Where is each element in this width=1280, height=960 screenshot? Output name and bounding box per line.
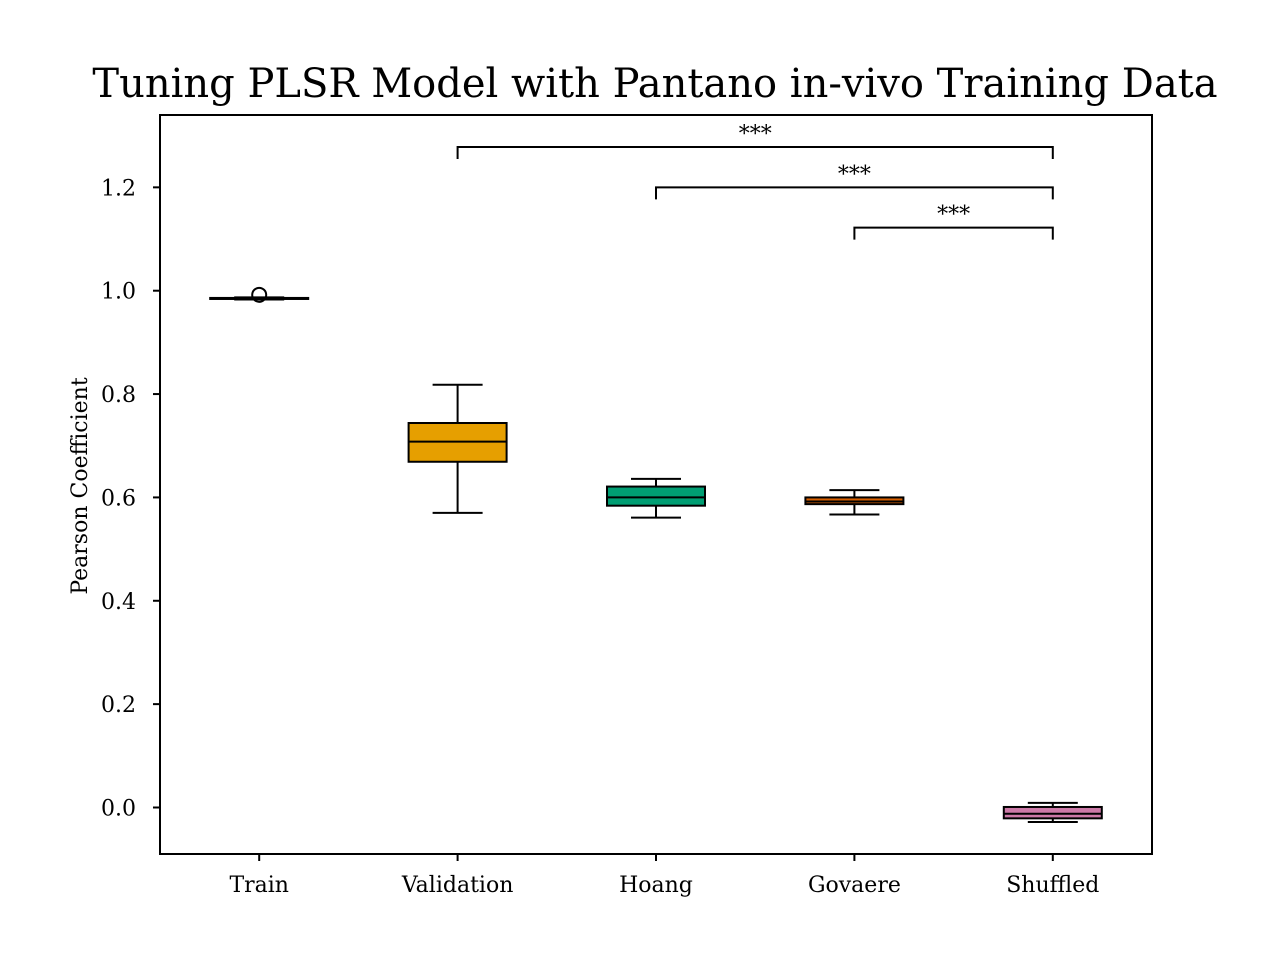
significance-bracket xyxy=(456,146,1054,160)
plot-frame xyxy=(159,114,1153,855)
x-tick-label: Hoang xyxy=(619,873,693,898)
significance-bracket xyxy=(655,186,1054,200)
significance-label: *** xyxy=(937,203,970,228)
y-axis-label: Pearson Coefficient xyxy=(68,377,93,594)
chart-title: Tuning PLSR Model with Pantano in-vivo T… xyxy=(92,61,1217,107)
x-tick-label: Govaere xyxy=(808,873,901,898)
y-tick-label: 1.0 xyxy=(101,280,136,305)
outlier-point xyxy=(251,286,268,303)
y-tick-label: 1.2 xyxy=(101,176,136,201)
plot-area: 0.0 0.2 0.4 0.6 0.8 1.0 1.2 Train Validation Hoan… xyxy=(101,122,1103,898)
y-tick-label: 0.2 xyxy=(101,693,136,718)
x-tick-label: Train xyxy=(229,873,289,898)
box-shuffled xyxy=(1002,805,1103,820)
y-tick-label: 0.4 xyxy=(101,590,136,615)
significance-label: *** xyxy=(739,122,772,147)
x-tick-label: Validation xyxy=(401,873,514,898)
y-tick-label: 0.0 xyxy=(101,796,136,821)
x-tick-label: Shuffled xyxy=(1006,873,1099,898)
y-tick-label: 0.6 xyxy=(101,486,136,511)
significance-label: *** xyxy=(838,162,871,187)
significance-bracket xyxy=(853,226,1054,240)
y-tick-label: 0.8 xyxy=(101,383,136,408)
box-hoang xyxy=(606,485,706,507)
